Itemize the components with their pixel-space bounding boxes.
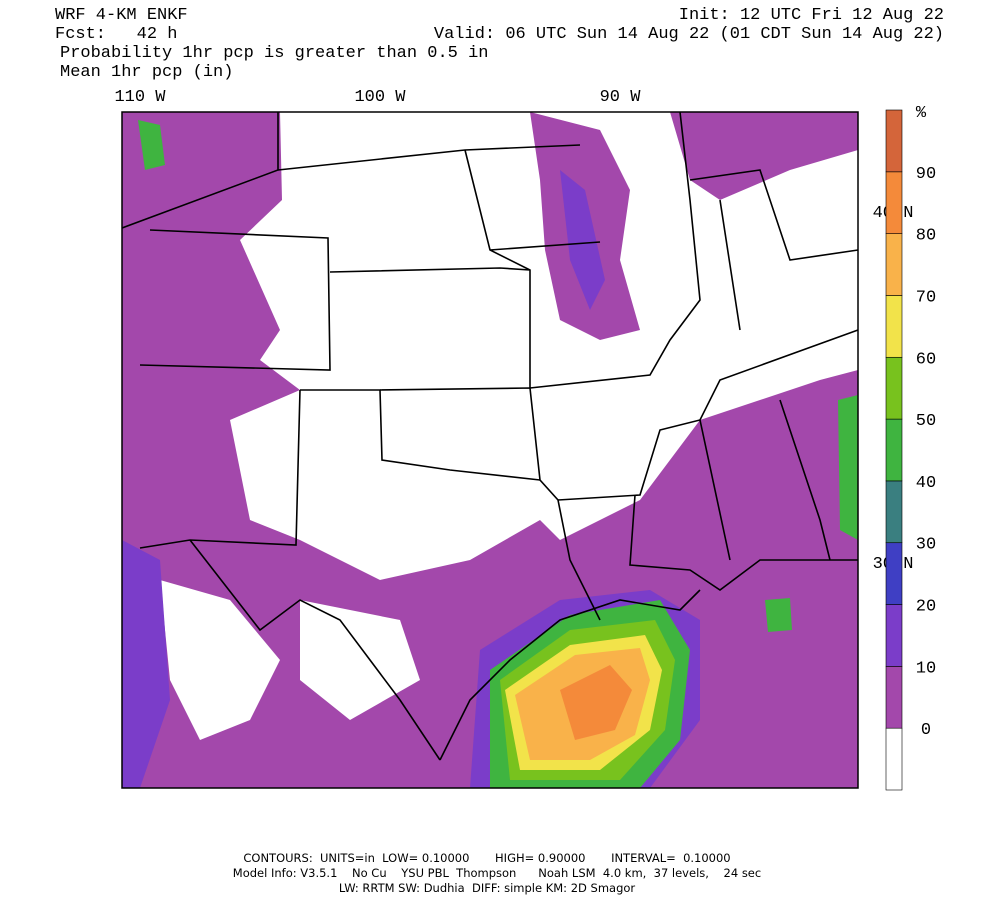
colorbar-segment: [885, 666, 903, 729]
colorbar-segment: [885, 171, 903, 234]
colorbar-label: 90: [916, 165, 936, 184]
title: WRF 4-KM ENKF: [55, 6, 188, 25]
colorbar-unit: %: [916, 104, 927, 123]
colorbar-segment: [885, 418, 903, 482]
colorbar: % 0 10 20 30 40 50 60 70 80 90: [885, 104, 936, 791]
colorbar-segment: [885, 542, 903, 605]
colorbar-label: 0: [921, 721, 931, 740]
map: [121, 111, 859, 789]
lon-label: 110 W: [114, 88, 166, 107]
init: Init: 12 UTC Fri 12 Aug 22: [679, 6, 944, 25]
forecast: Fcst: 42 h: [55, 25, 177, 44]
valid: Valid: 06 UTC Sun 14 Aug 22 (01 CDT Sun …: [434, 25, 944, 44]
field: Probability 1hr pcp is greater than 0.5 …: [60, 44, 488, 63]
colorbar-segment: [885, 233, 903, 296]
colorbar-segment: [885, 109, 903, 173]
lon-label: 90 W: [600, 88, 642, 107]
colorbar-label: 30: [916, 536, 936, 555]
colorbar-label: 10: [916, 659, 936, 678]
colorbar-segment: [885, 604, 903, 667]
lon-label: 100 W: [354, 88, 406, 107]
colorbar-segment: [885, 295, 903, 358]
colorbar-segment: [885, 727, 903, 791]
footer: LW: RRTM SW: Dudhia DIFF: simple KM: 2D …: [339, 881, 636, 895]
colorbar-label: 40: [916, 474, 936, 493]
colorbar-label: 80: [916, 227, 936, 246]
footer: Model Info: V3.5.1 No Cu YSU PBL Thompso…: [233, 866, 761, 880]
colorbar-label: 50: [916, 412, 936, 431]
colorbar-label: 60: [916, 350, 936, 369]
colorbar-label: 20: [916, 598, 936, 617]
field: Mean 1hr pcp (in): [60, 63, 233, 82]
colorbar-segment: [885, 356, 903, 420]
footer: CONTOURS: UNITS=in LOW= 0.10000 HIGH= 0.…: [243, 851, 730, 865]
colorbar-segment: [885, 480, 903, 544]
colorbar-label: 70: [916, 288, 936, 307]
